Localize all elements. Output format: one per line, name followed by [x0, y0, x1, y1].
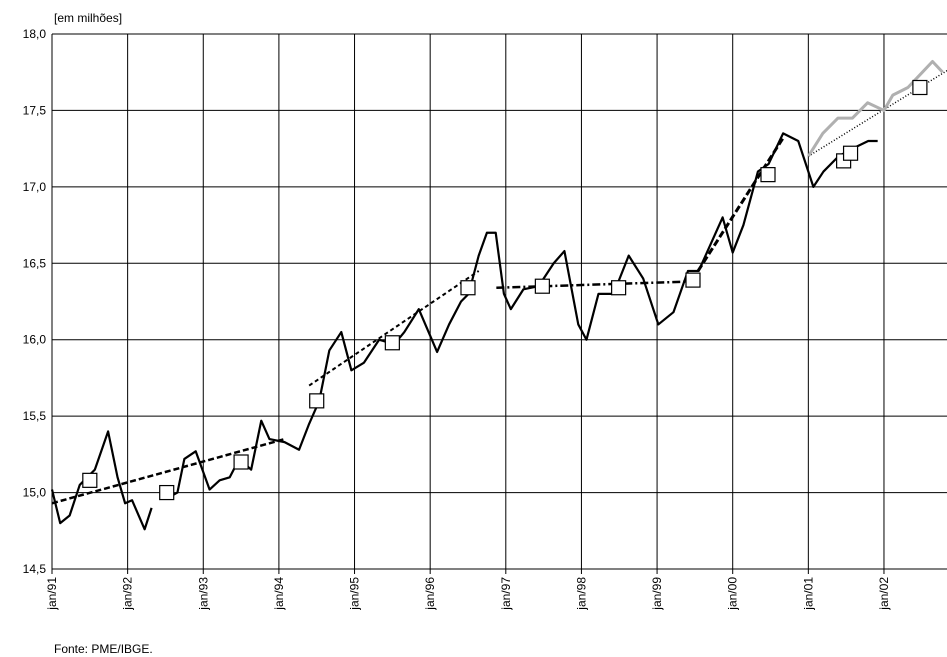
source-note: Fonte: PME/IBGE.	[54, 642, 153, 656]
marker	[82, 472, 98, 488]
y-tick-label: 17,5	[23, 103, 47, 117]
marker	[233, 454, 249, 470]
marker	[842, 145, 859, 161]
marker	[534, 278, 550, 294]
series-line	[807, 60, 944, 158]
x-tick-label: jan/00	[726, 577, 740, 611]
x-tick-label: jan/02	[877, 577, 891, 611]
x-tick-label: jan/93	[196, 577, 210, 611]
x-tick-label: jan/97	[499, 577, 513, 611]
x-tick-label: jan/99	[650, 577, 664, 611]
marker	[685, 272, 701, 288]
y-tick-label: 15,5	[23, 409, 47, 423]
y-tick-label: 18,0	[23, 27, 47, 41]
x-tick-label: jan/96	[423, 577, 437, 611]
marker	[611, 280, 627, 296]
trend-line	[696, 137, 785, 272]
marker	[309, 393, 325, 409]
y-tick-label: 16,0	[23, 333, 47, 347]
x-tick-label: jan/94	[272, 577, 286, 611]
trend-line	[51, 437, 285, 505]
marker	[760, 167, 776, 183]
x-tick-label: jan/91	[45, 577, 59, 611]
x-tick-label: jan/95	[348, 577, 362, 611]
series-line	[50, 132, 878, 531]
marker	[384, 335, 400, 351]
x-tick-label: jan/01	[801, 577, 815, 611]
y-tick-label: 14,5	[23, 562, 47, 576]
marker	[460, 280, 476, 296]
y-tick-label: 15,0	[23, 486, 47, 500]
chart-subtitle: [em milhões]	[54, 11, 122, 25]
trend-line	[308, 270, 480, 387]
trend-line	[496, 280, 688, 289]
x-tick-label: jan/92	[121, 577, 135, 611]
y-tick-label: 17,0	[23, 180, 47, 194]
y-tick-label: 16,5	[23, 256, 47, 270]
marker	[912, 79, 928, 96]
marker	[159, 484, 175, 501]
x-tick-label: jan/98	[574, 577, 588, 611]
